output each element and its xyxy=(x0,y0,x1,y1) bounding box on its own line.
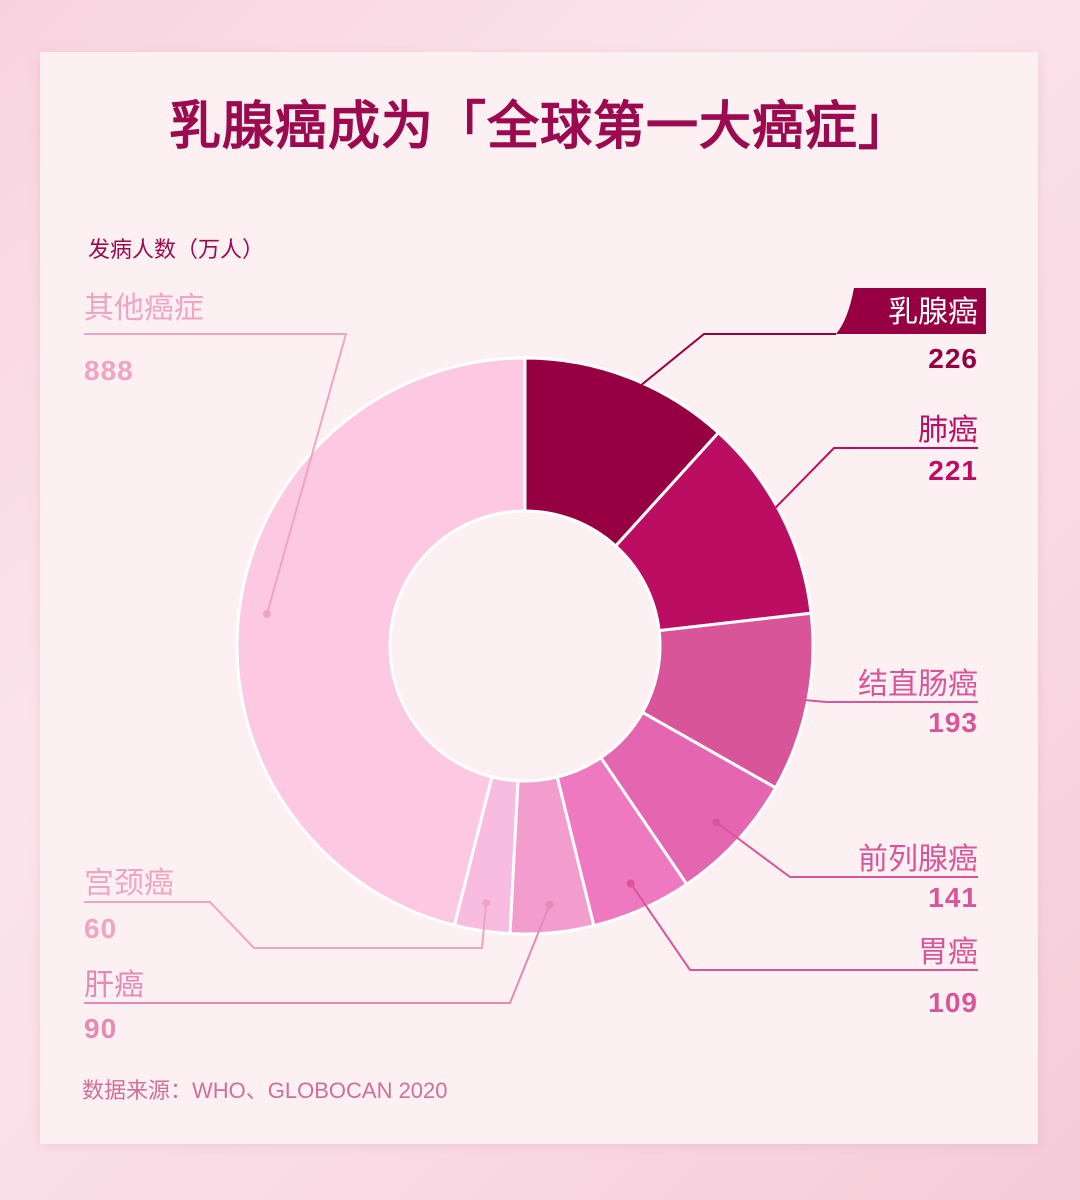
slice-1-value-label: 226 xyxy=(928,343,978,374)
slice-8-leader-line xyxy=(84,333,348,615)
slice-8-value-label: 888 xyxy=(84,355,134,386)
slice-7-leader-dot xyxy=(482,899,491,908)
slice-8-name-label: 其他癌症 xyxy=(84,292,204,325)
donut-slices xyxy=(235,356,815,936)
slice-4-value-label: 141 xyxy=(928,882,978,913)
slice-8-leader-dot xyxy=(262,609,271,618)
slice-7-leader-line xyxy=(84,901,488,949)
slice-2-name-label: 肺癌 xyxy=(918,414,978,447)
slice-5-leader-dot xyxy=(626,879,635,888)
data-source: 数据来源：WHO、GLOBOCAN 2020 xyxy=(82,1078,448,1103)
chart-title: 乳腺癌成为「全球第一大癌症」 xyxy=(168,98,911,156)
slice-5-name-label: 胃癌 xyxy=(918,936,978,969)
slice-6-value-label: 90 xyxy=(84,1013,117,1044)
chart-card xyxy=(40,52,1038,1144)
slice-7-name-label: 宫颈癌 xyxy=(84,867,174,900)
unit-label: 发病人数（万人） xyxy=(88,237,265,262)
slice-6-leader-line xyxy=(84,904,551,1004)
slice-1-leader-dot xyxy=(614,399,623,408)
leader-lines xyxy=(84,333,978,1004)
slice-1-name-label: 乳腺癌 xyxy=(888,296,978,329)
slice-4-leader-dot xyxy=(712,818,721,827)
slice-3-name-label: 结直肠癌 xyxy=(858,668,978,701)
slice-2-leader-line xyxy=(755,447,978,528)
slice-5-leader-line xyxy=(629,882,978,971)
slice-3-leader-dot xyxy=(775,693,784,702)
slice-4-leader-line xyxy=(715,821,978,878)
slice-5-value-label: 109 xyxy=(928,987,978,1018)
slice-4-name-label: 前列腺癌 xyxy=(858,843,978,876)
slice-6-leader-dot xyxy=(545,900,554,909)
slice-1-label-badge xyxy=(836,288,986,334)
slice-7-value-label: 60 xyxy=(84,913,117,944)
slice-2-value-label: 221 xyxy=(928,455,978,486)
slice-3-leader-line xyxy=(779,696,978,703)
slice-1-leader-line xyxy=(617,333,836,405)
slice-6-name-label: 肝癌 xyxy=(84,969,144,1002)
slice-labels: 乳腺癌 226 肺癌 221 结直肠癌 193 前列腺癌 141 胃癌 109 肝癌 90 宫颈癌 60 其… xyxy=(84,288,986,1044)
slice-2-leader-dot xyxy=(752,523,761,532)
slice-3-value-label: 193 xyxy=(928,707,978,738)
slice-8-segment xyxy=(235,356,527,928)
